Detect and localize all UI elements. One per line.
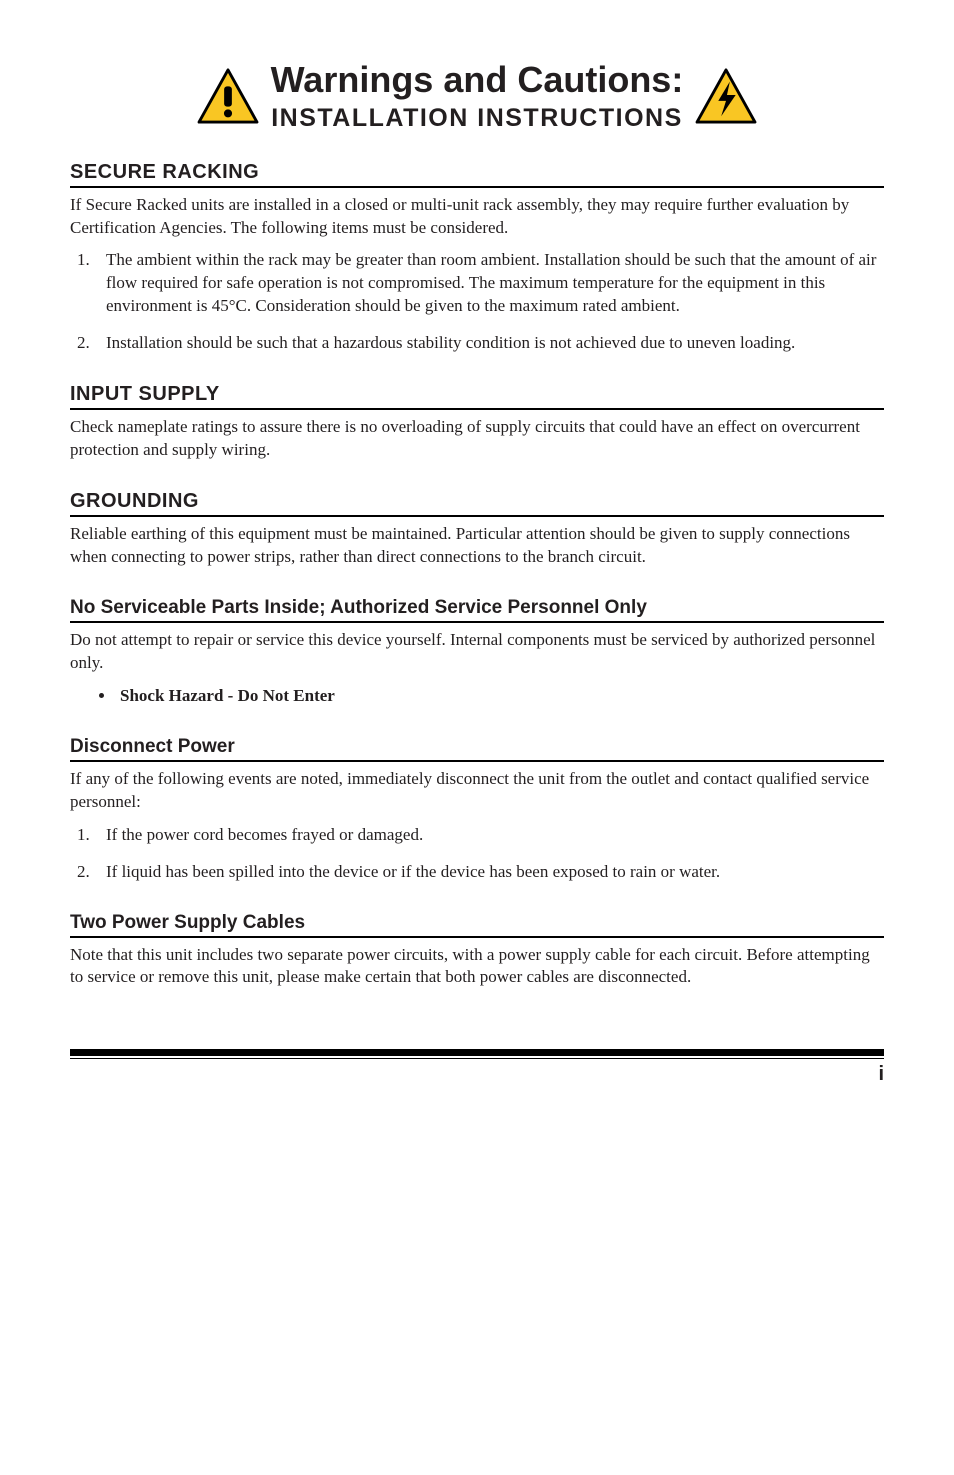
intro-input-supply: Check nameplate ratings to assure there … [70, 416, 884, 462]
intro-no-serviceable: Do not attempt to repair or service this… [70, 629, 884, 675]
list-no-serviceable: Shock Hazard - Do Not Enter [70, 685, 884, 708]
intro-secure-racking: If Secure Racked units are installed in … [70, 194, 884, 240]
heading-grounding: GROUNDING [70, 490, 884, 517]
heading-disconnect-power: Disconnect Power [70, 736, 884, 762]
title-block: Warnings and Cautions: INSTALLATION INST… [70, 60, 884, 133]
footer-rule-thin [70, 1058, 884, 1059]
list-item: Shock Hazard - Do Not Enter [116, 685, 884, 708]
list-item: If liquid has been spilled into the devi… [94, 861, 884, 884]
list-item: The ambient within the rack may be great… [94, 249, 884, 318]
footer: i [70, 1049, 884, 1059]
list-item: Installation should be such that a hazar… [94, 332, 884, 355]
heading-secure-racking: SECURE RACKING [70, 161, 884, 188]
footer-rule-thick [70, 1049, 884, 1056]
heading-no-serviceable: No Serviceable Parts Inside; Authorized … [70, 597, 884, 623]
page-container: Warnings and Cautions: INSTALLATION INST… [0, 0, 954, 1099]
page-number: i [878, 1063, 884, 1086]
intro-disconnect-power: If any of the following events are noted… [70, 768, 884, 814]
intro-two-power: Note that this unit includes two separat… [70, 944, 884, 990]
list-secure-racking: The ambient within the rack may be great… [70, 249, 884, 355]
title-text-group: Warnings and Cautions: INSTALLATION INST… [271, 60, 684, 133]
heading-two-power: Two Power Supply Cables [70, 912, 884, 938]
sub-title: INSTALLATION INSTRUCTIONS [271, 104, 684, 133]
list-disconnect-power: If the power cord becomes frayed or dama… [70, 824, 884, 884]
intro-grounding: Reliable earthing of this equipment must… [70, 523, 884, 569]
main-title: Warnings and Cautions: [271, 60, 684, 100]
warning-exclamation-icon [197, 68, 259, 124]
list-item: If the power cord becomes frayed or dama… [94, 824, 884, 847]
warning-electric-icon [695, 68, 757, 124]
heading-input-supply: INPUT SUPPLY [70, 383, 884, 410]
